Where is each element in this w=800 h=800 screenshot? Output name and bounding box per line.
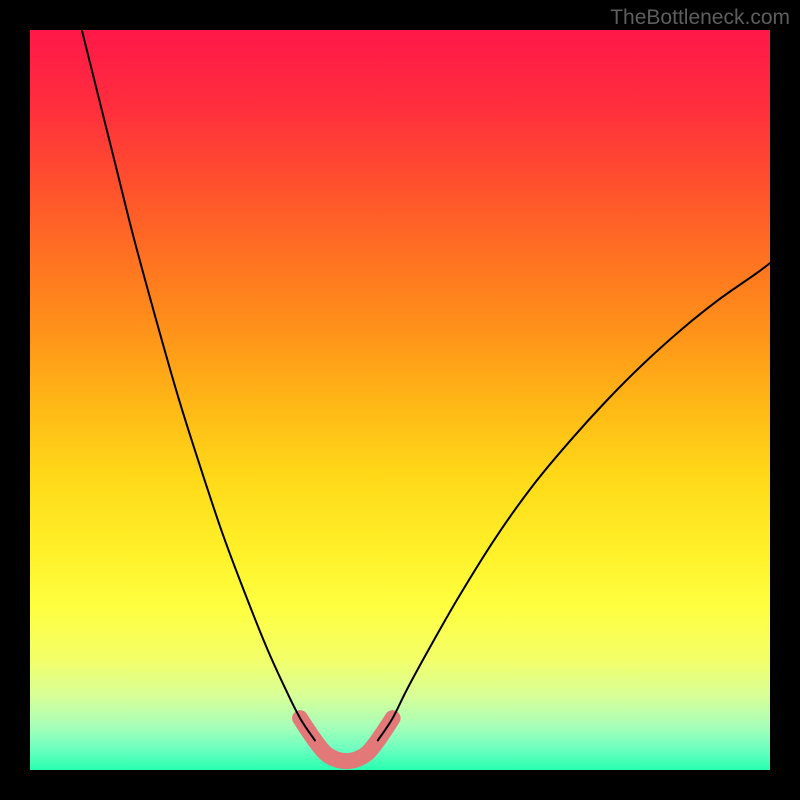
bottleneck-chart [0, 0, 800, 800]
plot-background [30, 30, 770, 770]
chart-container: TheBottleneck.com [0, 0, 800, 800]
watermark-text: TheBottleneck.com [610, 6, 790, 30]
